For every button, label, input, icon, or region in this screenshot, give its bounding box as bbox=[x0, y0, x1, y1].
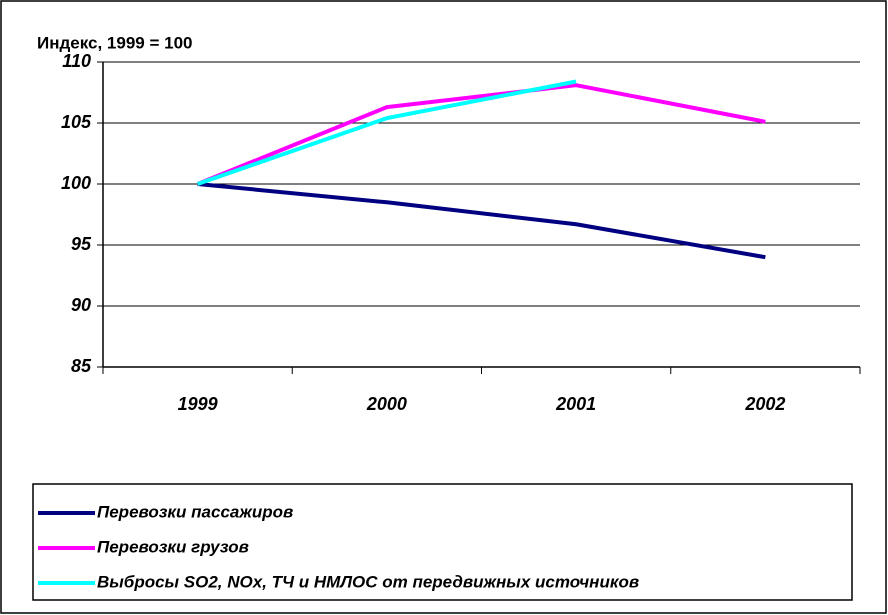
series-line bbox=[196, 83, 766, 186]
y-tick-label: 90 bbox=[71, 295, 91, 315]
y-tick-label: 100 bbox=[61, 173, 91, 193]
legend-label: Перевозки грузов bbox=[97, 537, 249, 556]
series-line bbox=[196, 79, 577, 186]
x-tick-label: 2000 bbox=[366, 394, 407, 414]
legend-label: Выбросы SO2, NOx, ТЧ и НМЛОС от передвиж… bbox=[97, 572, 639, 591]
y-tick-label: 95 bbox=[71, 234, 92, 254]
x-tick-label: 1999 bbox=[178, 394, 218, 414]
legend-label: Перевозки пассажиров bbox=[97, 502, 293, 521]
legend-box bbox=[32, 483, 853, 601]
y-axis-label: Индекс, 1999 = 100 bbox=[37, 33, 192, 52]
y-tick-label: 85 bbox=[71, 356, 92, 376]
x-tick-label: 2002 bbox=[744, 394, 785, 414]
x-tick-label: 2001 bbox=[555, 394, 596, 414]
y-tick-label: 110 bbox=[62, 51, 91, 71]
y-tick-label: 105 bbox=[61, 112, 92, 132]
series-line bbox=[197, 182, 766, 260]
